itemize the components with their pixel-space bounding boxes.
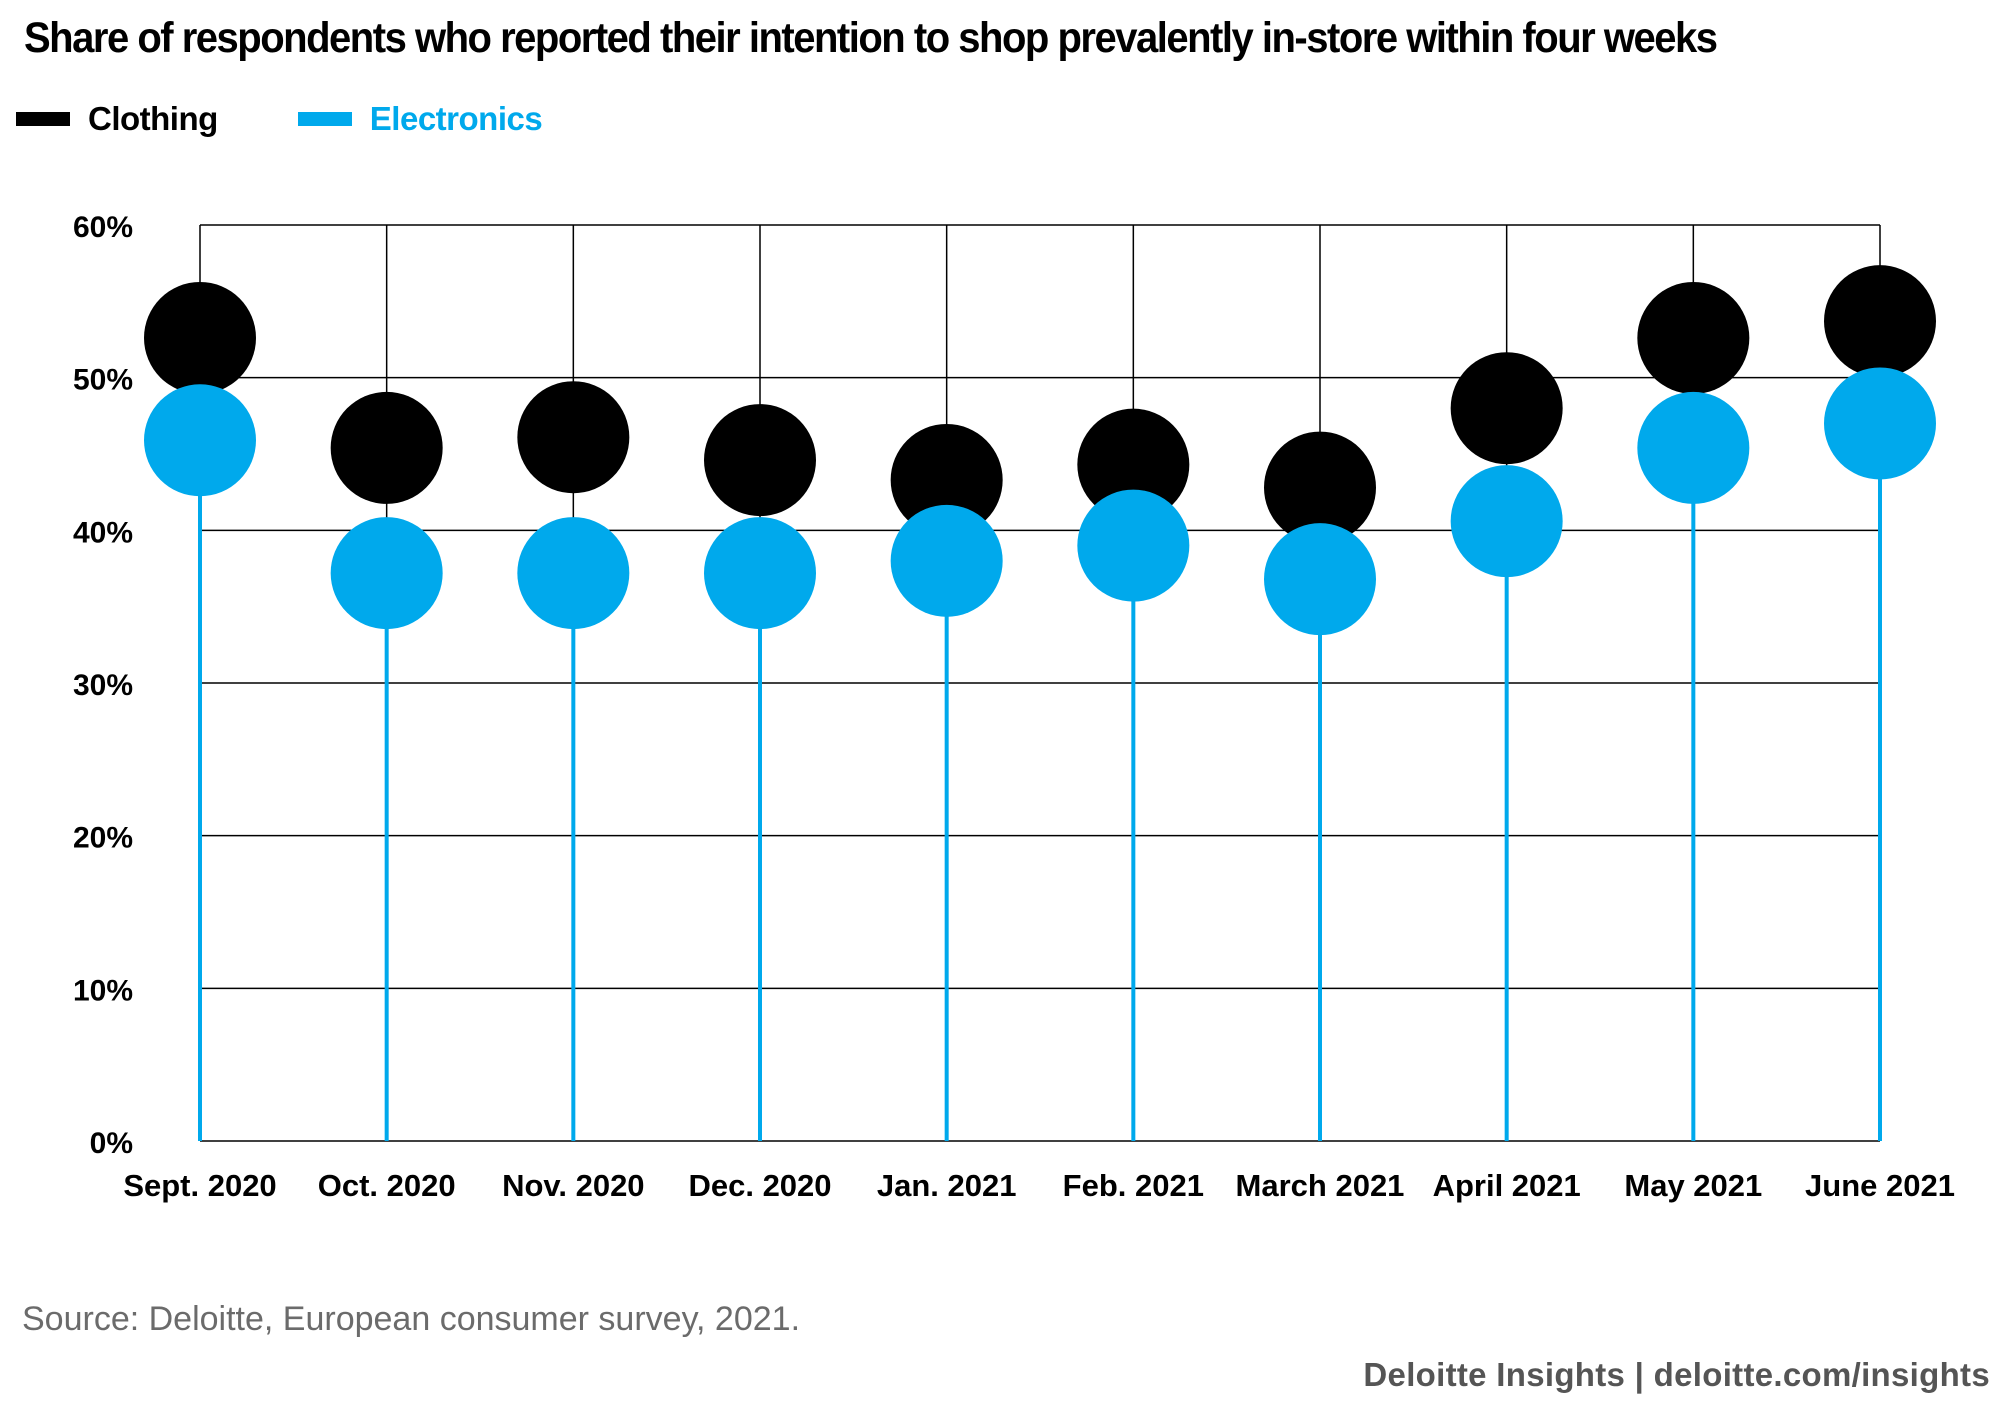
y-tick-label: 50% bbox=[73, 364, 133, 397]
clothing-point bbox=[890, 423, 1003, 536]
x-tick-label: Sept. 2020 bbox=[123, 1168, 276, 1203]
footer-credit: Deloitte Insights | deloitte.com/insight… bbox=[1363, 1356, 1990, 1393]
legend-swatch-clothing bbox=[16, 112, 70, 126]
legend-label-electronics: Electronics bbox=[369, 100, 543, 137]
x-tick-label: April 2021 bbox=[1433, 1168, 1581, 1203]
x-tick-label: Nov. 2020 bbox=[502, 1168, 644, 1203]
electronics-point bbox=[1450, 465, 1563, 578]
electronics-point bbox=[1637, 391, 1750, 504]
source-note: Source: Deloitte, European consumer surv… bbox=[22, 1300, 801, 1338]
y-tick-label: 20% bbox=[73, 822, 133, 855]
clothing-point bbox=[1824, 265, 1936, 378]
x-tick-label: May 2021 bbox=[1624, 1168, 1762, 1203]
electronics-point bbox=[704, 517, 816, 630]
clothing-point bbox=[144, 281, 256, 394]
electronics-point bbox=[1824, 367, 1936, 480]
legend-label-clothing: Clothing bbox=[88, 100, 218, 137]
clothing-point bbox=[1077, 408, 1190, 521]
y-tick-label: 10% bbox=[73, 974, 133, 1007]
electronics-point bbox=[1077, 489, 1190, 602]
y-tick-label: 40% bbox=[73, 516, 133, 549]
legend: Clothing Electronics bbox=[16, 100, 622, 138]
legend-swatch-electronics bbox=[297, 112, 352, 126]
clothing-point bbox=[1450, 352, 1563, 465]
x-tick-label: Dec. 2020 bbox=[688, 1168, 831, 1203]
legend-item-electronics: Electronics bbox=[297, 100, 543, 138]
clothing-point bbox=[704, 404, 816, 517]
clothing-point bbox=[1264, 431, 1376, 544]
electronics-point bbox=[144, 384, 256, 497]
electronics-point bbox=[1264, 523, 1376, 636]
x-tick-label: Oct. 2020 bbox=[318, 1168, 456, 1203]
chart-title: Share of respondents who reported their … bbox=[24, 14, 1718, 62]
x-tick-label: Feb. 2021 bbox=[1063, 1168, 1204, 1203]
y-tick-label: 0% bbox=[90, 1127, 133, 1160]
clothing-point bbox=[330, 391, 443, 504]
electronics-point bbox=[890, 504, 1003, 617]
y-tick-label: 30% bbox=[73, 669, 133, 702]
y-tick-label: 60% bbox=[73, 211, 133, 244]
legend-item-clothing: Clothing bbox=[16, 100, 218, 138]
x-tick-label: June 2021 bbox=[1805, 1168, 1955, 1203]
clothing-point bbox=[517, 381, 630, 494]
x-tick-label: March 2021 bbox=[1236, 1168, 1405, 1203]
clothing-point bbox=[1637, 281, 1750, 394]
electronics-point bbox=[330, 517, 443, 630]
electronics-point bbox=[517, 517, 630, 630]
x-tick-label: Jan. 2021 bbox=[877, 1168, 1017, 1203]
